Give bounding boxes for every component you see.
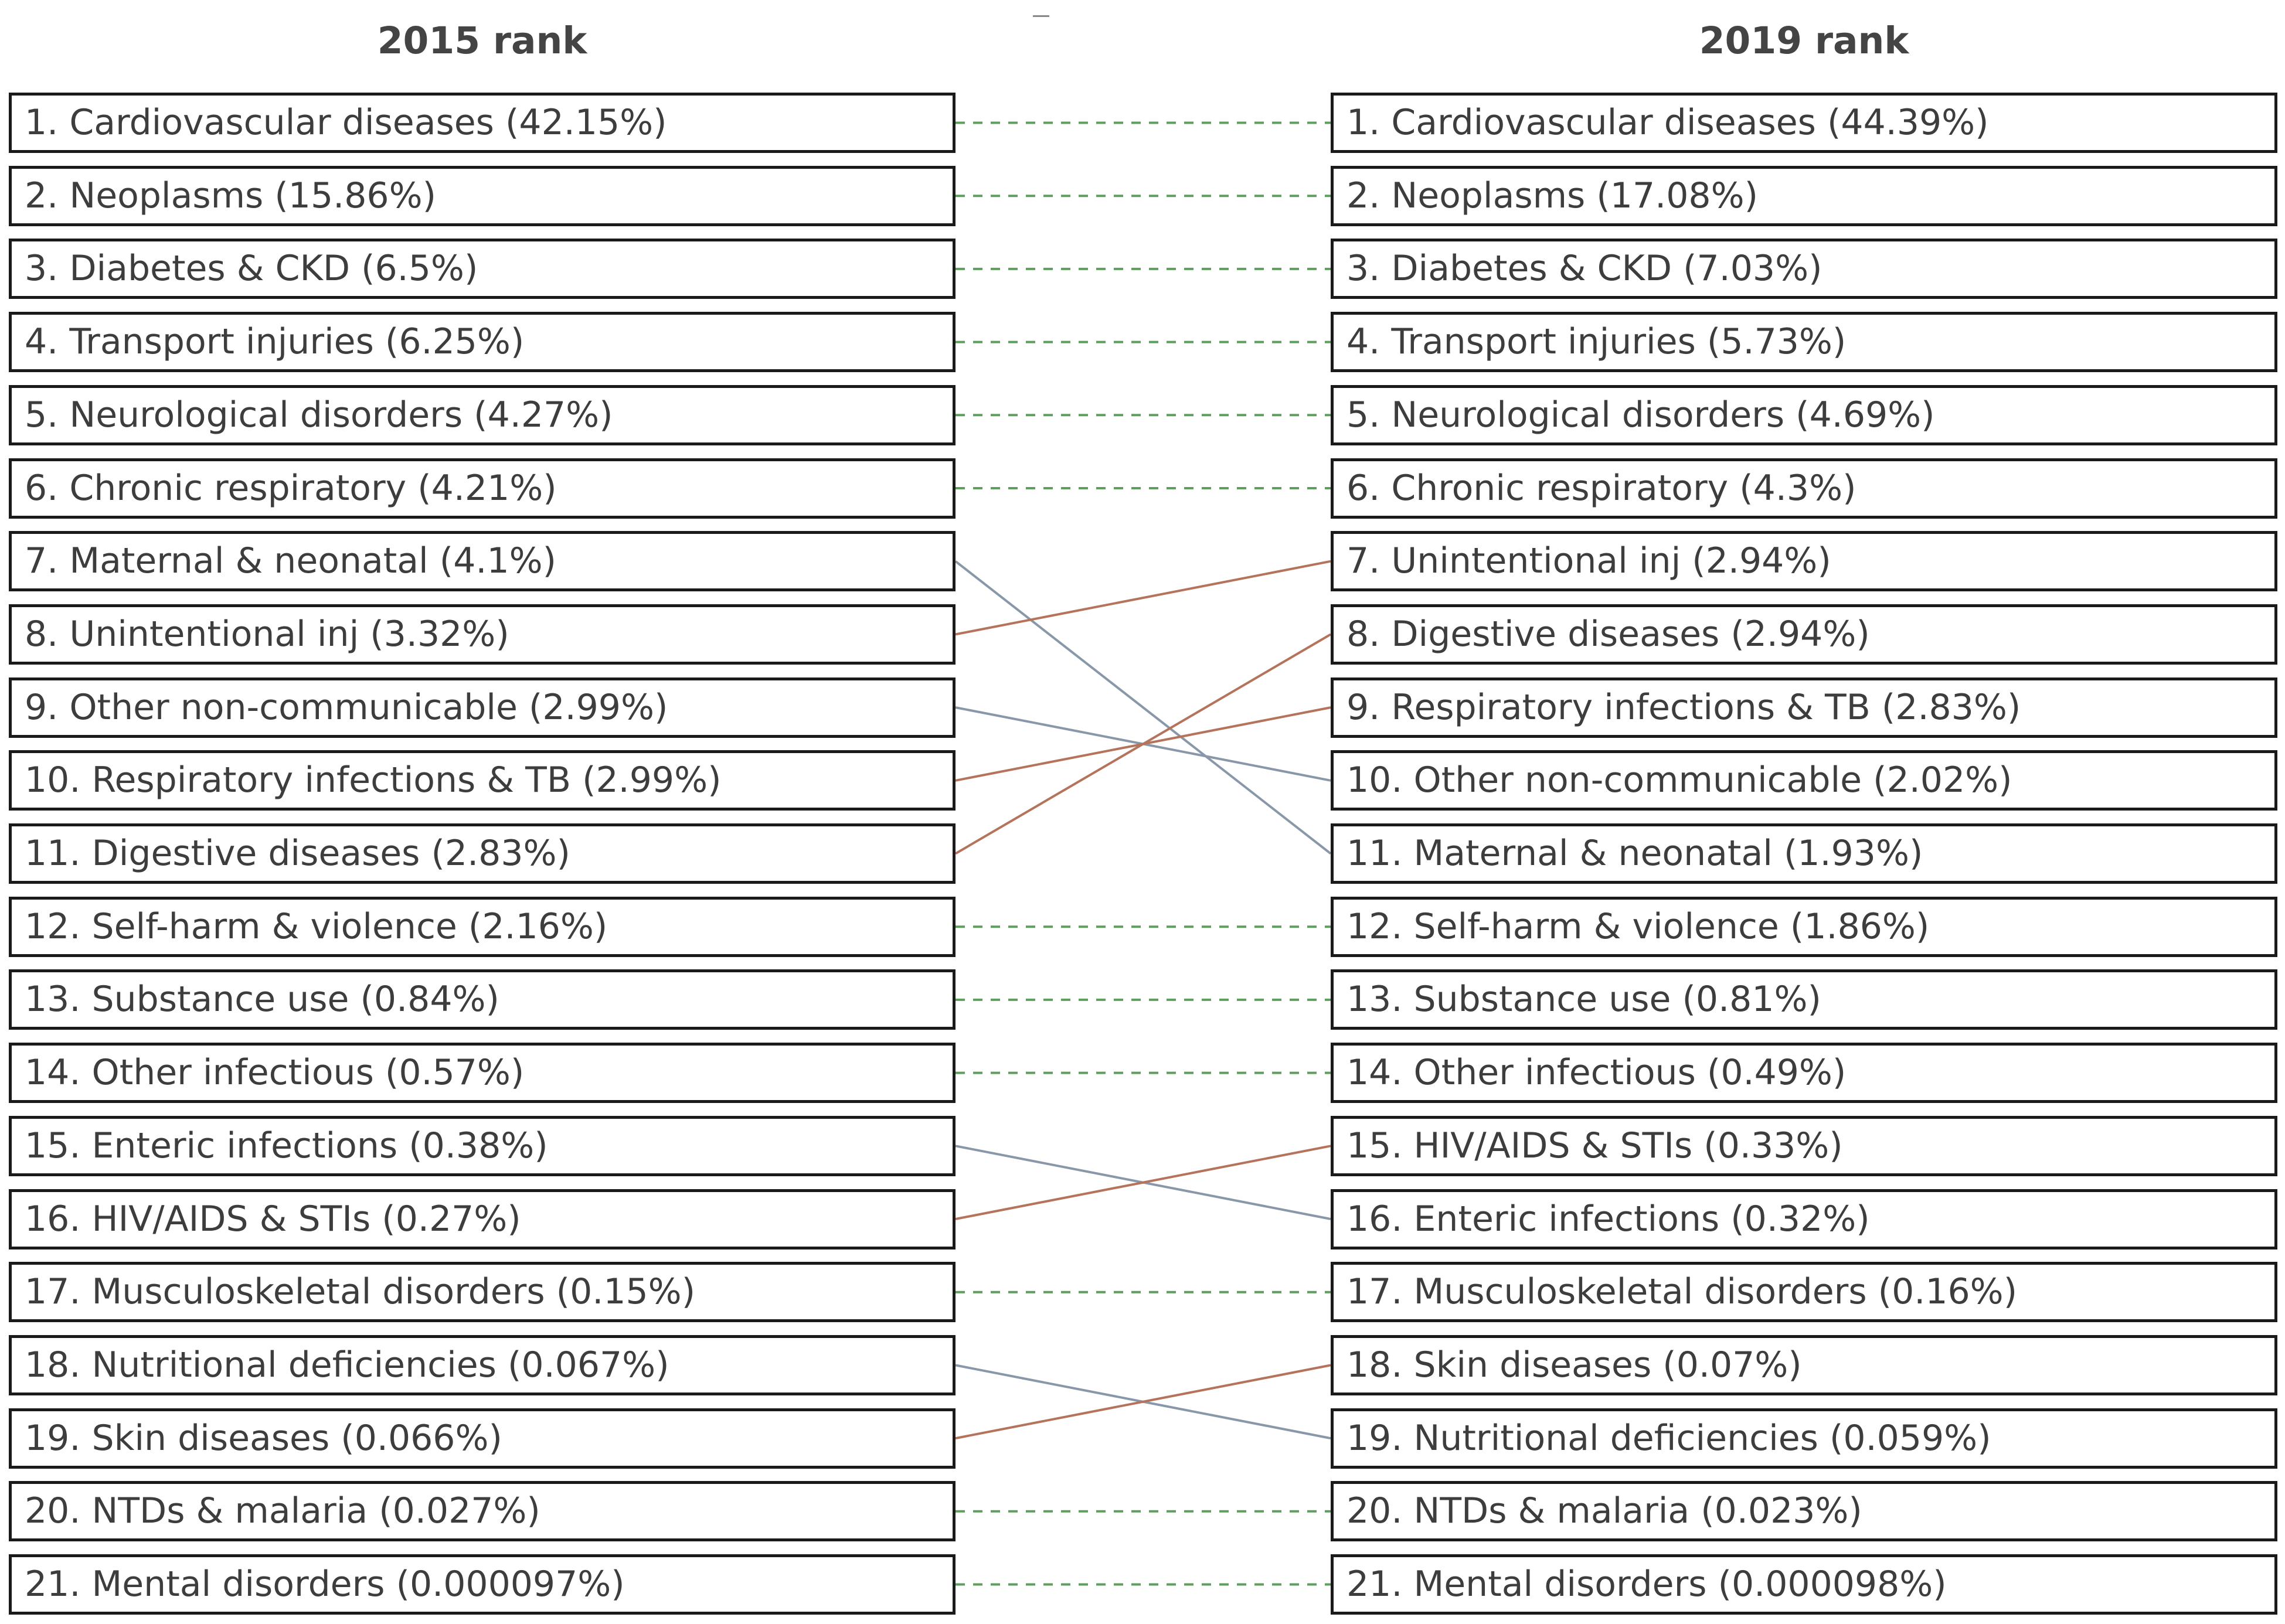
rank-2019-box-2: 2. Neoplasms (17.08%): [1331, 165, 2277, 226]
link-up-8-to-7: [955, 560, 1331, 636]
rank-2015-box-5: 5. Neurological disorders (4.27%): [9, 384, 956, 445]
rank-2015-box-6: 6. Chronic respiratory (4.21%): [9, 458, 956, 519]
link-up-19-to-18: [955, 1364, 1331, 1440]
rank-2015-box-11: 11. Digestive diseases (2.83%): [9, 823, 956, 884]
link-down-7-to-11: [954, 560, 1332, 855]
rank-2015-box-19: 19. Skin diseases (0.066%): [9, 1408, 956, 1469]
rank-2019-box-18: 18. Skin diseases (0.07%): [1331, 1334, 2277, 1395]
rank-2015-box-16: 16. HIV/AIDS & STIs (0.27%): [9, 1189, 956, 1250]
link-up-16-to-15: [955, 1145, 1331, 1220]
rank-2019-box-12: 12. Self-harm & violence (1.86%): [1331, 896, 2277, 957]
rank-2015-box-12: 12. Self-harm & violence (2.16%): [9, 896, 956, 957]
header-2019-rank: 2019 rank: [1699, 19, 1909, 62]
top-tick-mark: [1033, 15, 1049, 17]
rank-2015-box-14: 14. Other infectious (0.57%): [9, 1043, 956, 1104]
rank-2015-box-17: 17. Musculoskeletal disorders (0.15%): [9, 1262, 956, 1323]
rank-2019-box-8: 8. Digestive diseases (2.94%): [1331, 604, 2277, 665]
rank-2015-box-2: 2. Neoplasms (15.86%): [9, 165, 956, 226]
link-up-11-to-8: [954, 633, 1332, 855]
rank-2019-box-9: 9. Respiratory infections & TB (2.83%): [1331, 677, 2277, 738]
rank-2015-box-10: 10. Respiratory infections & TB (2.99%): [9, 750, 956, 811]
rank-2019-box-16: 16. Enteric infections (0.32%): [1331, 1189, 2277, 1250]
rank-2019-box-15: 15. HIV/AIDS & STIs (0.33%): [1331, 1115, 2277, 1176]
rank-2019-box-6: 6. Chronic respiratory (4.3%): [1331, 458, 2277, 519]
rank-2019-box-14: 14. Other infectious (0.49%): [1331, 1043, 2277, 1104]
header-2015-rank: 2015 rank: [377, 19, 587, 62]
rank-2019-box-19: 19. Nutritional deficiencies (0.059%): [1331, 1408, 2277, 1469]
rank-2015-box-13: 13. Substance use (0.84%): [9, 969, 956, 1030]
rank-2015-box-7: 7. Maternal & neonatal (4.1%): [9, 531, 956, 592]
rank-2019-box-7: 7. Unintentional inj (2.94%): [1331, 531, 2277, 592]
rank-2019-box-5: 5. Neurological disorders (4.69%): [1331, 384, 2277, 445]
rank-2015-box-18: 18. Nutritional deficiencies (0.067%): [9, 1334, 956, 1395]
rank-2015-box-4: 4. Transport injuries (6.25%): [9, 312, 956, 373]
rank-2015-box-1: 1. Cardiovascular diseases (42.15%): [9, 93, 956, 153]
rank-2019-box-11: 11. Maternal & neonatal (1.93%): [1331, 823, 2277, 884]
rank-2015-box-20: 20. NTDs & malaria (0.027%): [9, 1481, 956, 1542]
rank-2019-box-17: 17. Musculoskeletal disorders (0.16%): [1331, 1262, 2277, 1323]
rank-2015-box-9: 9. Other non-communicable (2.99%): [9, 677, 956, 738]
rank-2019-box-13: 13. Substance use (0.81%): [1331, 969, 2277, 1030]
rank-2019-box-1: 1. Cardiovascular diseases (44.39%): [1331, 93, 2277, 153]
rank-2019-box-4: 4. Transport injuries (5.73%): [1331, 312, 2277, 373]
rank-2019-box-10: 10. Other non-communicable (2.02%): [1331, 750, 2277, 811]
rank-2015-box-15: 15. Enteric infections (0.38%): [9, 1115, 956, 1176]
rank-2015-box-8: 8. Unintentional inj (3.32%): [9, 604, 956, 665]
rank-2015-box-21: 21. Mental disorders (0.000097%): [9, 1554, 956, 1615]
rank-2019-box-3: 3. Diabetes & CKD (7.03%): [1331, 239, 2277, 299]
rank-2019-box-20: 20. NTDs & malaria (0.023%): [1331, 1481, 2277, 1542]
rank-2019-box-21: 21. Mental disorders (0.000098%): [1331, 1554, 2277, 1615]
rank-2015-box-3: 3. Diabetes & CKD (6.5%): [9, 239, 956, 299]
